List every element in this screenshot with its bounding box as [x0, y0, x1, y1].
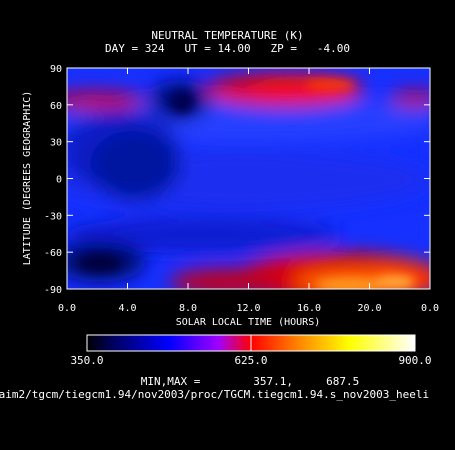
x-tick-label: 12.0 [236, 303, 260, 314]
file-path: /aim2/tgcm/tiegcm1.94/nov2003/proc/TGCM.… [0, 388, 430, 401]
x-axis-label: SOLAR LOCAL TIME (HOURS) [176, 317, 321, 328]
y-tick-label: 90 [50, 64, 62, 75]
colorbar-mid-label: 625.0 [234, 354, 267, 367]
x-tick-label: 4.0 [118, 303, 136, 314]
min-max-readout: MIN,MAX = 357.1, 687.5 [140, 375, 360, 388]
x-tick-label: 16.0 [297, 303, 321, 314]
y-axis-label: LATITUDE (DEGREES GEOGRAPHIC) [22, 91, 33, 266]
y-axis: -90 -60 -30 0 30 60 90 [44, 64, 430, 296]
colorbar-max-label: 900.0 [398, 354, 431, 367]
chart-subtitle: DAY = 324 UT = 14.00 ZP = -4.00 [104, 42, 351, 55]
heatmap-field [67, 68, 430, 289]
x-tick-label: 8.0 [179, 303, 197, 314]
x-tick-label: 20.0 [357, 303, 381, 314]
y-tick-label: -90 [44, 285, 62, 296]
y-tick-label: -60 [44, 248, 62, 259]
x-axis: 0.0 4.0 8.0 12.0 16.0 20.0 0.0 [58, 68, 439, 314]
y-tick-label: 60 [50, 101, 62, 112]
y-tick-label: 0 [56, 175, 62, 186]
colorbar-min-label: 350.0 [70, 354, 103, 367]
y-tick-label: 30 [50, 138, 62, 149]
y-tick-label: -30 [44, 211, 62, 222]
x-tick-label: 0.0 [58, 303, 76, 314]
chart-title: NEUTRAL TEMPERATURE (K) [151, 29, 304, 42]
x-tick-label: 0.0 [421, 303, 439, 314]
